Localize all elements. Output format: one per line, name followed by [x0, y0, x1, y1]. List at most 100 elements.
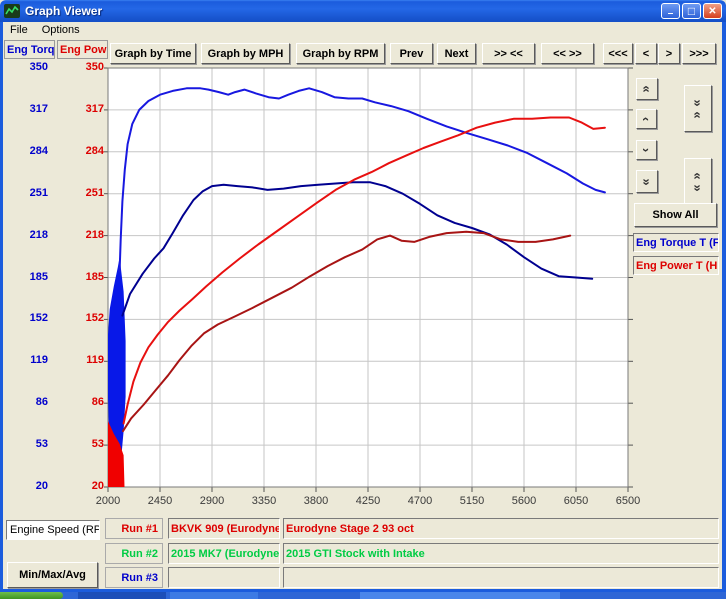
y-scroll-down-button[interactable] [636, 140, 657, 160]
x-tick-label: 6500 [615, 495, 641, 507]
power-axis-ticks: 20 53 86 119 152 185 218 251 284 317 350 [56, 0, 104, 599]
double-down-chevron-icon [643, 178, 651, 185]
graph-by-time-button[interactable]: Graph by Time [110, 43, 196, 64]
x-tick-label: 6050 [563, 495, 589, 507]
x-tick-label: 2900 [199, 495, 225, 507]
y-tick-label-torque: 119 [30, 354, 48, 367]
double-down-chevron-icon [694, 99, 702, 106]
legend-eng-power[interactable]: Eng Power T (HP) [633, 256, 719, 275]
y-tick-label-power: 86 [91, 396, 104, 409]
taskbar-task-button[interactable] [78, 592, 166, 599]
minimize-button[interactable] [661, 3, 680, 19]
window-border [0, 589, 726, 592]
run-start-torque-fill [108, 257, 126, 453]
y-tick-label-torque: 20 [35, 480, 48, 492]
y-tick-label-power: 152 [85, 312, 104, 325]
scroll-left-button[interactable]: < [635, 43, 657, 64]
series-run2-eng-power [122, 230, 572, 433]
window-border [722, 22, 726, 589]
y-tick-label-torque: 53 [35, 438, 48, 451]
y-tick-label-torque: 86 [35, 396, 48, 409]
series-run2-eng-torque [121, 181, 594, 317]
app-icon [4, 4, 20, 18]
y-zoom-in-button[interactable] [684, 85, 712, 132]
y-tick-label-power: 185 [85, 270, 104, 283]
y-tick-label-power: 119 [86, 354, 104, 367]
graph-by-rpm-button[interactable]: Graph by RPM [296, 43, 385, 64]
taskbar-task-button[interactable] [360, 592, 560, 599]
y-tick-label-torque: 185 [29, 270, 48, 283]
x-tick-label: 4250 [355, 495, 381, 507]
y-tick-label-power: 53 [91, 438, 104, 451]
taskbar-task-button[interactable] [262, 592, 354, 599]
y-tick-label-torque: 218 [29, 228, 48, 241]
y-tick-label-power: 251 [85, 186, 104, 199]
title-bar[interactable]: Graph Viewer [0, 0, 726, 22]
min-max-avg-button[interactable]: Min/Max/Avg [7, 562, 98, 588]
run1-label: Run #1 [105, 518, 163, 539]
run1-description-field[interactable]: Eurodyne Stage 2 93 oct [283, 518, 719, 539]
scroll-left-fast-button[interactable]: <<< [603, 43, 633, 64]
menu-options[interactable]: Options [41, 24, 80, 36]
window-title: Graph Viewer [25, 4, 103, 18]
maximize-button[interactable] [682, 3, 701, 19]
scroll-right-button[interactable]: > [658, 43, 680, 64]
zoom-in-x-button[interactable]: >> << [482, 43, 535, 64]
prev-button[interactable]: Prev [390, 43, 433, 64]
y-tick-label-power: 218 [85, 228, 104, 241]
y-tick-label-power: 20 [91, 480, 104, 492]
start-button[interactable] [0, 592, 63, 599]
next-button[interactable]: Next [437, 43, 476, 64]
double-up-chevron-icon [694, 172, 702, 179]
taskbar-task-button[interactable] [170, 592, 258, 599]
y-scroll-up-fast-button[interactable] [636, 78, 658, 100]
run3-label: Run #3 [105, 567, 163, 588]
y-scroll-up-button[interactable] [636, 109, 657, 129]
menu-bar: File Options [3, 22, 722, 38]
run3-description-field[interactable] [283, 567, 719, 588]
power-axis-header: Eng Power [57, 40, 108, 59]
double-up-chevron-icon [694, 111, 702, 118]
plot-background [108, 68, 628, 487]
window-border [0, 22, 3, 589]
y-tick-label-torque: 317 [29, 102, 48, 115]
y-tick-label-torque: 350 [29, 61, 48, 73]
menu-file[interactable]: File [10, 24, 28, 36]
single-down-chevron-icon [643, 148, 651, 152]
graph-by-mph-button[interactable]: Graph by MPH [201, 43, 290, 64]
double-up-chevron-icon [643, 85, 651, 92]
double-down-chevron-icon [694, 184, 702, 191]
run2-description-field[interactable]: 2015 GTI Stock with Intake [283, 543, 719, 564]
zoom-out-x-button[interactable]: << >> [541, 43, 594, 64]
torque-axis-ticks: 20 53 86 119 152 185 218 251 284 317 350 [2, 0, 48, 599]
torque-axis-header: Eng Torque [4, 40, 55, 59]
scroll-right-fast-button[interactable]: >>> [682, 43, 716, 64]
y-scroll-down-fast-button[interactable] [636, 170, 658, 193]
y-tick-label-power: 284 [85, 144, 104, 157]
y-tick-label-torque: 152 [29, 312, 48, 325]
y-zoom-out-button[interactable] [684, 158, 712, 205]
show-all-button[interactable]: Show All [634, 203, 717, 227]
y-tick-label-power: 350 [85, 61, 104, 73]
x-tick-label: 4700 [407, 495, 433, 507]
close-button[interactable] [703, 3, 722, 19]
x-axis-name-box: Engine Speed (RPM [6, 520, 100, 540]
single-up-chevron-icon [643, 117, 651, 121]
series-run1-eng-torque [118, 87, 606, 273]
run2-label: Run #2 [105, 543, 163, 564]
legend-eng-torque[interactable]: Eng Torque T (Ft-lb [633, 233, 719, 252]
series-run1-eng-power [122, 116, 606, 425]
y-tick-label-power: 317 [85, 102, 104, 115]
x-tick-label: 2450 [147, 495, 173, 507]
y-tick-label-torque: 284 [29, 144, 48, 157]
x-tick-label: 5600 [511, 495, 537, 507]
x-tick-label: 3350 [251, 495, 277, 507]
run2-file-field[interactable]: 2015 MK7 (Eurodyne, E [168, 543, 280, 564]
x-tick-label: 5150 [459, 495, 485, 507]
x-tick-label: 3800 [303, 495, 329, 507]
run-start-power-fill [108, 421, 125, 487]
run1-file-field[interactable]: BKVK 909 (Eurodyne, E [168, 518, 280, 539]
run3-file-field[interactable] [168, 567, 280, 588]
